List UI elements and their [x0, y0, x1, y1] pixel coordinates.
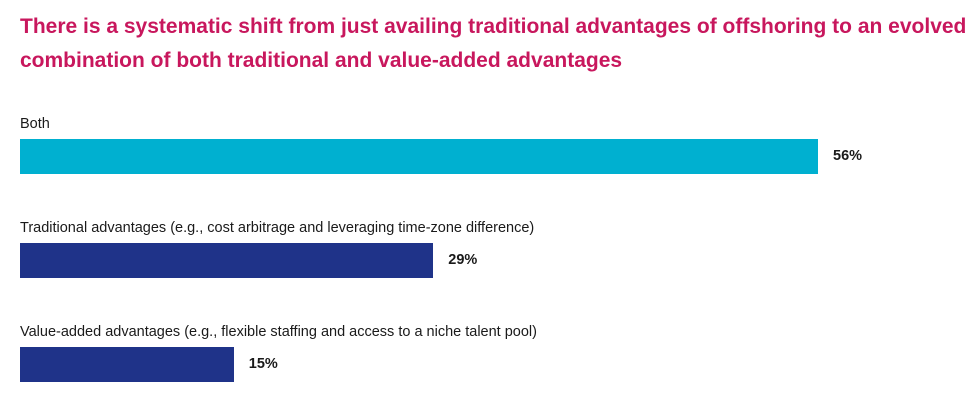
bar [20, 243, 434, 278]
value-label: 56% [833, 148, 863, 164]
bar [20, 139, 818, 174]
category-label: Traditional advantages (e.g., cost arbit… [20, 220, 535, 236]
value-label: 29% [448, 252, 478, 268]
value-label: 15% [248, 356, 278, 372]
chart-title: There is a systematic shift from just av… [20, 15, 967, 72]
category-label: Both [20, 116, 50, 132]
category-label: Value-added advantages (e.g., flexible s… [20, 324, 537, 340]
bar [20, 347, 234, 382]
